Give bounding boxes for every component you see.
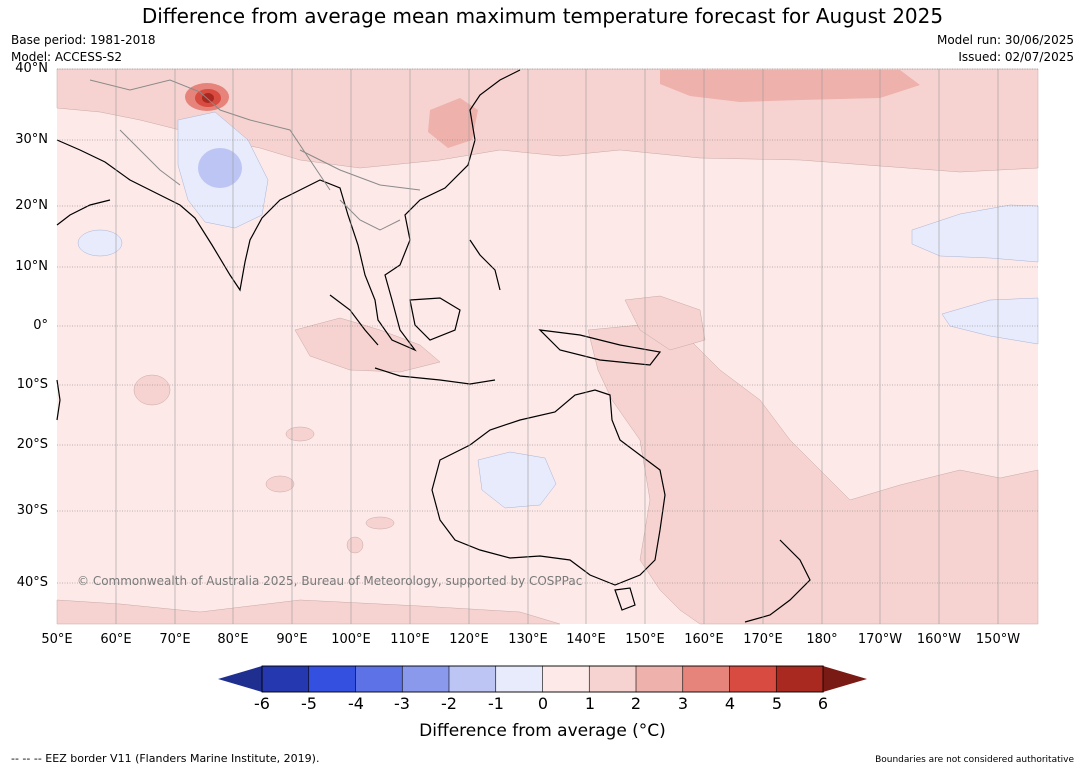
lon-label-180: 180° xyxy=(806,632,838,647)
warm-patch-4 xyxy=(365,516,395,530)
lon-label-170e: 170°E xyxy=(743,632,783,647)
lon-label-150w: 150°W xyxy=(975,632,1021,647)
lat-label-10n: 10°N xyxy=(15,259,48,274)
new-zealand xyxy=(744,539,811,623)
latitude-lines xyxy=(57,68,1038,584)
colorbar-cells xyxy=(261,665,824,693)
colorbar-tick: 0 xyxy=(537,694,549,713)
java-sunda xyxy=(374,367,496,385)
colorbar-tick: 5 xyxy=(771,694,783,713)
warm-patch-china xyxy=(428,98,478,148)
warm-patch-3 xyxy=(265,475,295,493)
warm-patch-indian-ocean xyxy=(294,317,441,373)
colorbar-cell xyxy=(542,665,591,693)
colorbar-tick: -3 xyxy=(394,694,410,713)
borneo xyxy=(409,297,461,341)
lon-label-150e: 150°E xyxy=(625,632,665,647)
lon-label-120e: 120°E xyxy=(449,632,489,647)
lat-label-40n: 40°N xyxy=(15,61,48,76)
colorbar-tick: -5 xyxy=(301,694,317,713)
lat-label-20n: 20°N xyxy=(15,198,48,213)
asia-coastline xyxy=(56,69,521,352)
lat-label-30s: 30°S xyxy=(16,503,48,518)
copyright-notice: © Commonwealth of Australia 2025, Bureau… xyxy=(77,574,583,588)
new-guinea xyxy=(538,329,662,366)
colorbar-cell xyxy=(308,665,357,693)
lon-label-60e: 60°E xyxy=(100,632,132,647)
lon-label-160e: 160°E xyxy=(684,632,724,647)
lat-label-40s: 40°S xyxy=(16,575,48,590)
lon-label-160w: 160°W xyxy=(916,632,962,647)
border-1 xyxy=(89,79,331,191)
sumatra xyxy=(329,294,379,346)
lon-label-70e: 70°E xyxy=(159,632,191,647)
cool-core-india xyxy=(198,148,242,188)
lon-label-100e: 100°E xyxy=(331,632,371,647)
colorbar-cell xyxy=(682,665,731,693)
warm-patch-1 xyxy=(133,374,171,406)
colorbar-cell xyxy=(635,665,684,693)
warm-patch-north-pacific xyxy=(660,70,920,102)
colorbar-tick: -6 xyxy=(254,694,270,713)
cool-patch-north-pacific xyxy=(911,204,1039,263)
cool-patch-arabian-sea xyxy=(77,229,123,257)
colorbar-label: Difference from average (°C) xyxy=(419,721,666,741)
philippines xyxy=(469,239,501,291)
lon-label-110e: 110°E xyxy=(390,632,430,647)
colorbar-tick: 4 xyxy=(724,694,736,713)
lat-label-20s: 20°S xyxy=(16,437,48,452)
colorbar-tick: -4 xyxy=(348,694,364,713)
lon-label-130e: 130°E xyxy=(508,632,548,647)
lat-label-30n: 30°N xyxy=(15,132,48,147)
tasmania xyxy=(614,587,636,611)
longitude-lines xyxy=(115,69,999,624)
colorbar-frame xyxy=(261,665,824,693)
warm-band-south xyxy=(56,599,561,625)
colorbar-cell xyxy=(588,665,637,693)
lon-label-50e: 50°E xyxy=(41,632,73,647)
meta-left: Base period: 1981-2018 Model: ACCESS-S2 xyxy=(11,32,156,66)
colorbar-extend-right xyxy=(823,666,867,692)
lon-label-170w: 170°W xyxy=(857,632,903,647)
lon-label-90e: 90°E xyxy=(276,632,308,647)
arabia-coast xyxy=(56,199,111,226)
issued-date: Issued: 02/07/2025 xyxy=(958,50,1074,64)
colorbar-cell xyxy=(448,665,497,693)
colorbar-tick: -2 xyxy=(441,694,457,713)
coastlines xyxy=(56,69,811,623)
border-4 xyxy=(299,149,421,191)
colorbar-tick: 1 xyxy=(584,694,596,713)
hotspot-core xyxy=(202,93,214,103)
cool-patch-australia xyxy=(477,451,557,509)
colorbar-tick: 2 xyxy=(630,694,642,713)
base-period: Base period: 1981-2018 xyxy=(11,33,156,47)
colorbar-cell xyxy=(261,665,310,693)
colorbar-extend-left xyxy=(218,666,262,692)
lat-label-10s: 10°S xyxy=(16,377,48,392)
colorbar-tick: 3 xyxy=(677,694,689,713)
colorbar-cell xyxy=(775,665,824,693)
colorbar-tick: -1 xyxy=(488,694,504,713)
colorbar-cell xyxy=(495,665,544,693)
footer-eez-note: -- -- -- EEZ border V11 (Flanders Marine… xyxy=(11,752,320,765)
meta-right: Model run: 30/06/2025 Issued: 02/07/2025 xyxy=(937,32,1074,66)
map-title: Difference from average mean maximum tem… xyxy=(141,4,944,28)
model-name: Model: ACCESS-S2 xyxy=(11,50,123,64)
colorbar-cell xyxy=(401,665,450,693)
lat-label-0: 0° xyxy=(33,318,48,333)
lon-label-80e: 80°E xyxy=(217,632,249,647)
border-3 xyxy=(339,199,401,231)
australia-coastline xyxy=(431,389,666,586)
colorbar-tick: 6 xyxy=(817,694,829,713)
colorbar-cell xyxy=(729,665,778,693)
colorbar-cell xyxy=(355,665,404,693)
footer-disclaimer: Boundaries are not considered authoritat… xyxy=(875,755,1074,765)
warm-patch-2 xyxy=(285,426,315,442)
model-run: Model run: 30/06/2025 xyxy=(936,33,1074,47)
lon-label-140e: 140°E xyxy=(566,632,606,647)
africa-coast xyxy=(56,379,61,421)
